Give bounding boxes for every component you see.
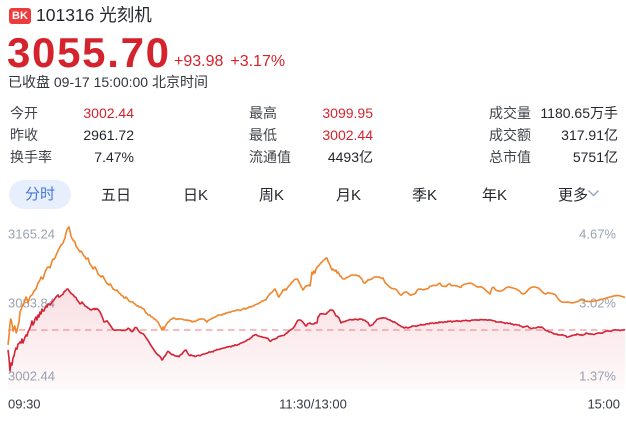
svg-text:3083.84: 3083.84 (8, 296, 55, 311)
svg-text:3165.24: 3165.24 (8, 227, 55, 242)
svg-text:3.02%: 3.02% (579, 296, 616, 311)
svg-text:11:30/13:00: 11:30/13:00 (279, 397, 347, 412)
svg-text:15:00: 15:00 (587, 397, 620, 412)
svg-text:09:30: 09:30 (8, 397, 41, 412)
svg-text:4.67%: 4.67% (579, 227, 616, 242)
